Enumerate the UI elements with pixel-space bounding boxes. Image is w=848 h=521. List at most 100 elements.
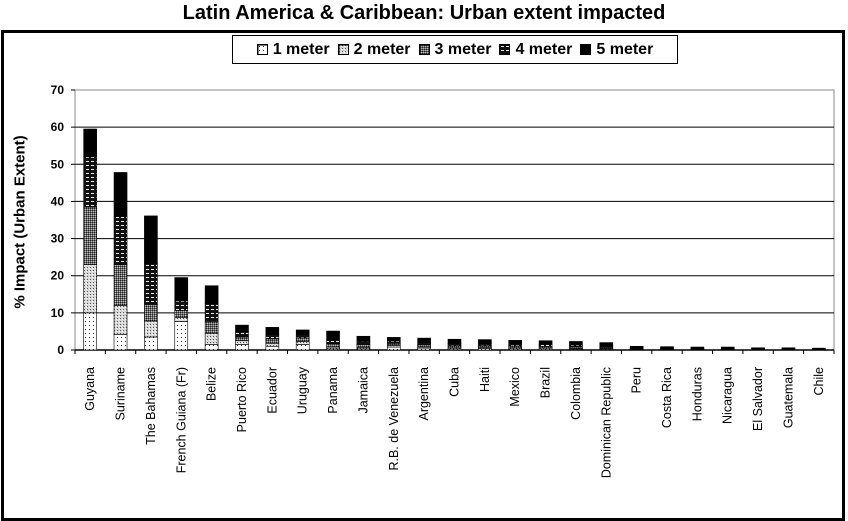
bar-segment-4m bbox=[326, 339, 340, 344]
bar-segment-4m bbox=[174, 300, 189, 311]
legend-label-2m: 2 meter bbox=[353, 40, 411, 58]
bar-stack bbox=[720, 346, 735, 351]
legend-swatch-4m bbox=[499, 44, 511, 55]
legend-swatch-1m bbox=[256, 44, 268, 55]
bar-segment-5m bbox=[326, 330, 340, 341]
bar-segment-5m bbox=[235, 324, 249, 332]
bar-stack bbox=[174, 277, 189, 351]
legend-label-5m: 5 meter bbox=[596, 40, 654, 58]
bar-segment-3m bbox=[204, 321, 219, 334]
bar-segment-5m bbox=[599, 342, 614, 347]
bar-segment-4m bbox=[83, 156, 97, 208]
legend-item-1m: 1 meter bbox=[256, 40, 330, 59]
x-tick-label: Belize bbox=[205, 367, 219, 401]
bar-segment-5m bbox=[113, 172, 128, 217]
chart-title: Latin America & Caribbean: Urban extent … bbox=[182, 2, 666, 24]
bar-segment-5m bbox=[538, 340, 553, 345]
bar-segment-5m bbox=[265, 327, 280, 335]
bar-stack bbox=[113, 172, 128, 351]
legend-label-1m: 1 meter bbox=[272, 40, 330, 58]
bar-stack bbox=[629, 345, 644, 351]
bar-stack bbox=[478, 339, 492, 351]
bar-segment-4m bbox=[295, 334, 310, 339]
x-tick-label: El Salvador bbox=[751, 367, 765, 431]
bar-segment-4m bbox=[265, 334, 280, 340]
bar-stack bbox=[356, 335, 371, 351]
x-tick-label: Haiti bbox=[478, 367, 492, 392]
bar-segment-5m bbox=[660, 346, 674, 349]
bar-segment-5m bbox=[83, 128, 97, 158]
bar-segment-5m bbox=[569, 341, 583, 346]
bar-stack bbox=[508, 340, 523, 351]
legend-swatch-5m bbox=[580, 44, 592, 55]
bar-segment-3m bbox=[235, 336, 249, 342]
x-tick-label: Honduras bbox=[690, 367, 704, 421]
legend-item-2m: 2 meter bbox=[337, 40, 411, 59]
x-tick-label: Puerto Rico bbox=[235, 367, 249, 432]
bar-segment-1m bbox=[174, 321, 189, 351]
bar-segment-2m bbox=[174, 317, 189, 322]
bar-segment-4m bbox=[144, 263, 158, 305]
x-tick-label: French Guiana (Fr) bbox=[174, 367, 188, 473]
bar-segment-4m bbox=[204, 303, 219, 322]
bar-segment-3m bbox=[295, 337, 310, 342]
bar-stack bbox=[326, 330, 340, 351]
y-tick-label: 60 bbox=[51, 120, 65, 134]
x-tick-label: The Bahamas bbox=[144, 367, 158, 445]
x-tick-label: Panama bbox=[326, 367, 340, 414]
bar-stack bbox=[660, 346, 674, 351]
bar-segment-3m bbox=[356, 344, 371, 348]
legend: 1 meter 2 meter 3 meter 4 meter 5 meter bbox=[232, 35, 678, 64]
x-tick-label: Colombia bbox=[569, 367, 583, 420]
bar-segment-2m bbox=[113, 305, 128, 335]
bar-segment-5m bbox=[720, 346, 735, 349]
bar-segment-5m bbox=[174, 277, 189, 302]
legend-item-5m: 5 meter bbox=[580, 41, 653, 59]
bar-segment-4m bbox=[356, 341, 371, 345]
bar-segment-4m bbox=[113, 215, 128, 265]
x-tick-label: Jamaica bbox=[356, 367, 370, 414]
bar-segment-4m bbox=[447, 343, 462, 346]
bar-stack bbox=[690, 346, 705, 351]
y-tick-label: 10 bbox=[51, 306, 65, 320]
x-tick-label: Costa Rica bbox=[660, 367, 674, 428]
x-tick-label: Argentina bbox=[417, 367, 431, 421]
bar-stack bbox=[204, 285, 219, 351]
bar-segment-4m bbox=[417, 341, 431, 346]
bar-stack bbox=[83, 128, 97, 351]
x-tick-label: Guatemala bbox=[781, 367, 795, 428]
bar-stack bbox=[295, 329, 310, 351]
bar-segment-5m bbox=[508, 340, 523, 345]
bar-segment-2m bbox=[235, 340, 249, 345]
bar-stack bbox=[386, 337, 401, 351]
bar-segment-3m bbox=[386, 343, 401, 346]
x-tick-label: Dominican Republic bbox=[599, 367, 613, 478]
bar-segment-5m bbox=[447, 338, 462, 344]
bar-segment-2m bbox=[144, 320, 158, 338]
bar-segment-3m bbox=[83, 206, 97, 265]
bar-segment-5m bbox=[386, 337, 401, 342]
x-tick-label: Brazil bbox=[539, 367, 553, 398]
bar-segment-5m bbox=[356, 335, 371, 342]
bar-segment-2m bbox=[265, 343, 280, 347]
bar-stack bbox=[447, 338, 462, 351]
y-tick-label: 50 bbox=[51, 157, 65, 171]
bar-stack bbox=[144, 215, 158, 351]
bar-stack bbox=[751, 347, 765, 351]
bar-segment-3m bbox=[417, 344, 431, 348]
x-tick-label: Guyana bbox=[83, 367, 97, 411]
x-tick-label: Cuba bbox=[448, 367, 462, 397]
bar-segment-3m bbox=[265, 338, 280, 344]
y-tick-label: 30 bbox=[51, 232, 65, 246]
bar-segment-4m bbox=[386, 340, 401, 344]
bar-segment-5m bbox=[781, 347, 796, 349]
bar-segment-1m bbox=[113, 334, 128, 351]
bar-segment-3m bbox=[144, 304, 158, 322]
y-tick-label: 70 bbox=[51, 83, 65, 97]
y-tick-label: 0 bbox=[57, 343, 64, 357]
bar-segment-1m bbox=[265, 345, 280, 351]
bar-stack bbox=[569, 341, 583, 351]
bar-segment-4m bbox=[235, 331, 249, 338]
legend-swatch-2m bbox=[337, 44, 349, 55]
